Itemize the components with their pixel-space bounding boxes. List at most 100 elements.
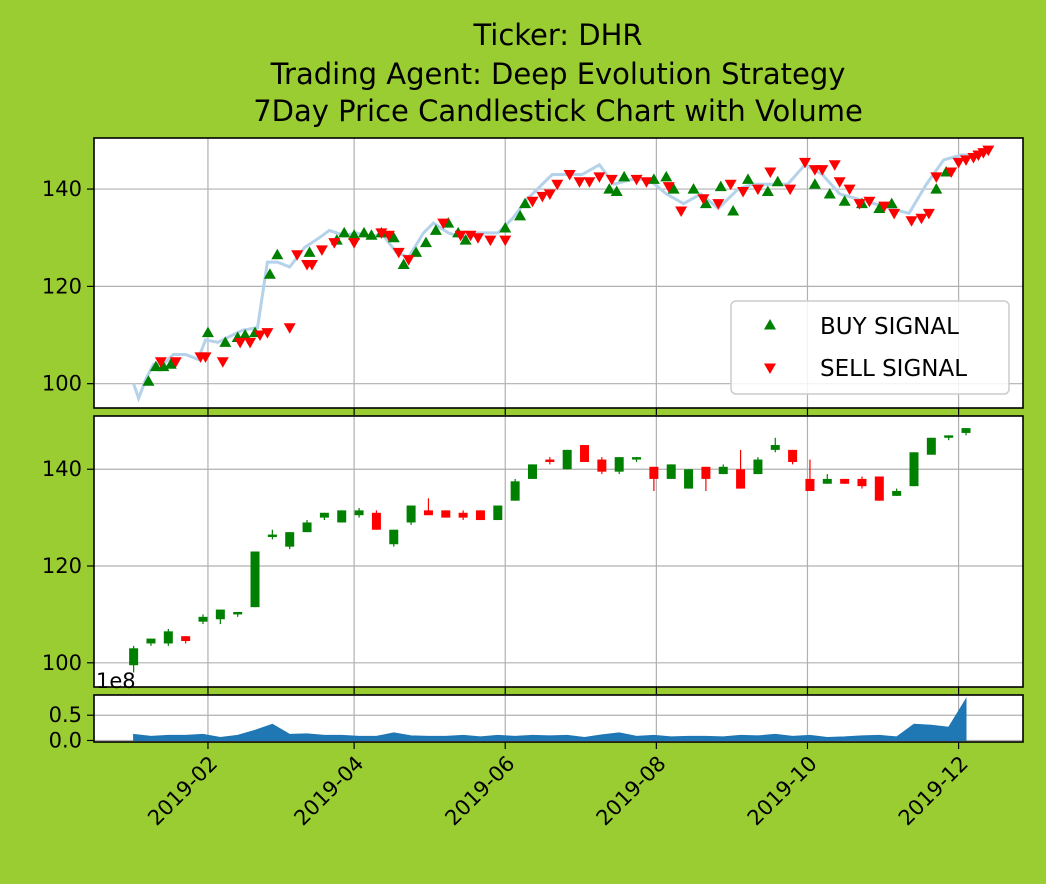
buy-signal-marker <box>742 173 755 184</box>
y-tick-label: 120 <box>42 554 82 578</box>
buy-signal-marker <box>519 197 532 209</box>
sell-signal-marker <box>382 230 395 242</box>
candle-body-up <box>250 551 260 608</box>
buy-signal-marker <box>142 375 155 386</box>
buy-signal-marker <box>348 229 361 240</box>
candle-body-up <box>632 457 642 460</box>
sell-signal-marker <box>244 337 257 349</box>
sell-signal-marker <box>784 184 797 196</box>
sell-signal-marker <box>798 157 811 169</box>
candlestick-content <box>129 428 971 673</box>
volume-area <box>133 697 967 741</box>
buy-signal-marker <box>239 329 252 340</box>
sell-signal-marker <box>392 247 405 259</box>
sell-signal-marker <box>982 145 995 157</box>
legend-buy-marker <box>764 319 776 330</box>
candle-body-up <box>944 435 954 438</box>
volume-plot-area <box>94 695 1023 742</box>
candle-body-down <box>840 478 850 484</box>
sell-signal-marker <box>922 208 935 220</box>
sell-signal-marker <box>712 199 725 210</box>
candle-body-down <box>805 478 815 492</box>
legend-box <box>730 300 1010 395</box>
candle-body-down <box>423 510 433 516</box>
sell-signal-marker <box>199 352 212 363</box>
buy-signal-marker <box>358 226 371 238</box>
buy-signal-marker <box>514 209 527 221</box>
sell-signal-marker <box>234 337 247 349</box>
candle-body-up <box>354 510 364 516</box>
candle-body-up <box>406 505 416 523</box>
sell-signal-marker <box>551 179 564 191</box>
candle-body-up <box>753 459 763 475</box>
candle-body-up <box>302 522 312 533</box>
buy-signal-marker <box>201 326 214 338</box>
y-tick-label: 140 <box>42 177 82 201</box>
candle-body-up <box>129 648 139 666</box>
candle-body-up <box>892 491 902 496</box>
buy-signal-marker <box>164 358 177 369</box>
candle-body-down <box>874 476 884 501</box>
candle-body-down <box>701 466 711 479</box>
buy-signal-marker <box>271 248 284 260</box>
candle-body-up <box>337 510 347 523</box>
candle-body-down <box>181 636 191 642</box>
sell-signal-marker <box>737 187 750 198</box>
sell-signal-marker <box>888 208 901 220</box>
volume-scale-label: 1e8 <box>96 669 136 693</box>
y-tick-label: 100 <box>42 651 82 675</box>
sell-signal-marker <box>169 357 182 368</box>
sell-signal-marker <box>930 172 943 183</box>
sell-signal-marker <box>437 218 450 230</box>
candle-body-down <box>371 512 381 530</box>
sell-signal-marker <box>905 216 918 227</box>
sell-signal-marker <box>154 357 167 368</box>
candle-body-down <box>475 510 485 521</box>
sell-signal-marker <box>499 235 512 247</box>
sell-signal-marker <box>945 167 958 179</box>
candle-body-down <box>545 459 555 462</box>
y-tick-label: 140 <box>42 457 82 481</box>
legend-buy-label: BUY SIGNAL <box>820 314 959 340</box>
volume-y-axis: 0.00.5 <box>49 703 94 752</box>
sell-signal-marker <box>724 179 737 191</box>
y-tick-label: 0.0 <box>49 728 82 752</box>
buy-signal-marker <box>419 236 432 248</box>
candle-body-up <box>961 428 971 433</box>
sell-signal-marker <box>816 165 829 176</box>
sell-signal-marker <box>764 167 777 179</box>
buy-signal-marker <box>838 195 851 206</box>
sell-signal-marker <box>291 250 304 261</box>
candlestick-plot-area <box>94 416 1023 687</box>
legend-sell-marker <box>764 363 776 374</box>
buy-signal-marker <box>429 224 442 235</box>
candle-body-up <box>285 532 295 547</box>
sell-signal-marker <box>348 238 361 249</box>
y-tick-label: 120 <box>42 274 82 298</box>
buy-signal-marker <box>459 234 472 245</box>
signals-y-axis: 100 120 140 <box>42 177 94 396</box>
sell-signal-marker <box>583 177 596 188</box>
sell-signal-marker <box>454 230 467 242</box>
sell-signal-marker <box>863 196 876 208</box>
candle-body-up <box>389 529 399 545</box>
sell-signal-marker <box>563 169 576 181</box>
candle-body-up <box>163 631 173 644</box>
candle-body-down <box>458 512 468 518</box>
buy-signal-marker <box>687 183 700 194</box>
candle-body-up <box>684 469 694 489</box>
candle-body-down <box>597 459 607 472</box>
buy-signal-marker <box>714 180 727 192</box>
signals-panel: 100 120 140 BUY SIGNAL SELL SIGNAL <box>42 137 1024 415</box>
candle-body-up <box>233 611 243 615</box>
buy-signal-marker <box>930 183 943 194</box>
sell-signal-marker <box>853 199 866 210</box>
sell-signal-marker <box>471 233 484 244</box>
candle-body-down <box>857 478 867 487</box>
sell-signal-marker <box>751 184 764 196</box>
buy-signal-marker <box>338 226 351 238</box>
sell-signal-marker <box>662 182 675 193</box>
sell-signal-marker <box>630 174 643 186</box>
chart-title-line-2: Trading Agent: Deep Evolution Strategy <box>270 57 846 91</box>
